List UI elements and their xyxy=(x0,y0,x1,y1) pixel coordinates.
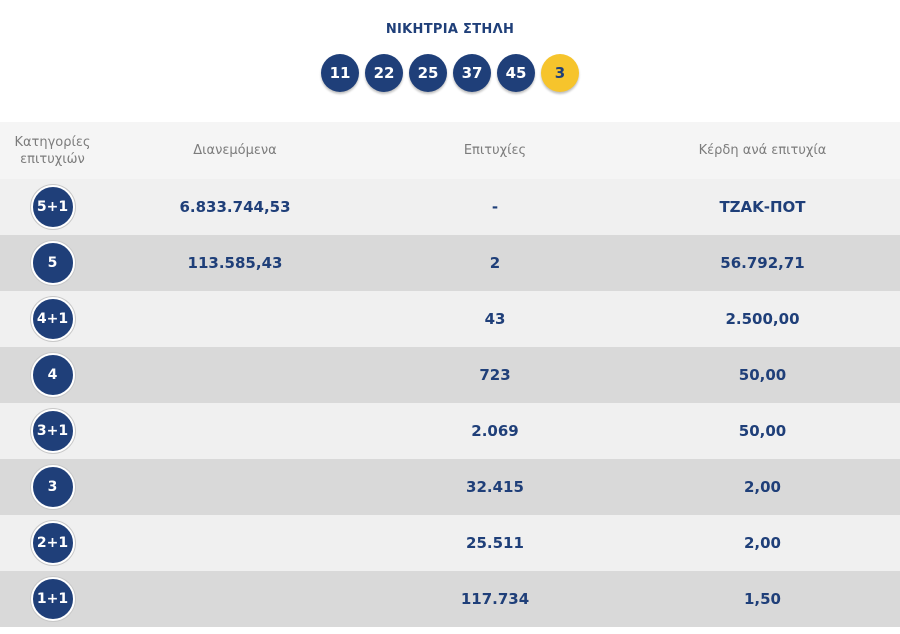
category-badge: 4+1 xyxy=(30,297,75,341)
number-ball: 25 xyxy=(409,54,447,92)
number-ball: 22 xyxy=(365,54,403,92)
table-row: 5 113.585,43 2 56.792,71 xyxy=(0,235,900,291)
category-badge: 5+1 xyxy=(30,185,75,229)
category-badge: 5 xyxy=(30,241,75,285)
winners-cell: 723 xyxy=(479,366,511,384)
category-badge: 1+1 xyxy=(30,577,75,621)
table-row: 5+1 6.833.744,53 - ΤΖΑΚ-ΠΟΤ xyxy=(0,179,900,235)
distributed-cell: 113.585,43 xyxy=(187,254,283,272)
number-ball: 45 xyxy=(497,54,535,92)
header-winners: Επιτυχίες xyxy=(463,143,527,158)
number-ball: 37 xyxy=(453,54,491,92)
table-row: 4+1 43 2.500,00 xyxy=(0,291,900,347)
prize-cell: 56.792,71 xyxy=(720,254,805,272)
winners-cell: 117.734 xyxy=(460,590,530,608)
table-header: Κατηγορίες επιτυχιών Διανεμόμενα Επιτυχί… xyxy=(0,122,900,179)
winners-cell: 43 xyxy=(484,310,506,328)
number-ball: 11 xyxy=(321,54,359,92)
joker-ball: 3 xyxy=(541,54,579,92)
table-row: 3+1 2.069 50,00 xyxy=(0,403,900,459)
prize-cell: 1,50 xyxy=(743,590,781,608)
winning-numbers: 11 22 25 37 45 3 xyxy=(0,54,900,92)
table-row: 2+1 25.511 2,00 xyxy=(0,515,900,571)
header-category-line2: επιτυχιών xyxy=(20,151,85,167)
distributed-cell: 6.833.744,53 xyxy=(179,198,291,216)
prize-cell: 2,00 xyxy=(743,534,781,552)
header-distributed: Διανεμόμενα xyxy=(193,143,277,158)
table-row: 3 32.415 2,00 xyxy=(0,459,900,515)
winners-cell: 2 xyxy=(489,254,501,272)
table-row: 4 723 50,00 xyxy=(0,347,900,403)
winners-cell: - xyxy=(491,198,499,216)
prize-cell: 50,00 xyxy=(738,366,787,384)
winners-cell: 2.069 xyxy=(471,422,519,440)
category-badge: 3+1 xyxy=(30,409,75,453)
prize-cell: 2,00 xyxy=(743,478,781,496)
winners-cell: 32.415 xyxy=(466,478,524,496)
table-row: 1+1 117.734 1,50 xyxy=(0,571,900,627)
category-badge: 4 xyxy=(30,353,75,397)
header-category-line1: Κατηγορίες xyxy=(14,134,91,150)
prize-cell: ΤΖΑΚ-ΠΟΤ xyxy=(719,198,806,216)
header-prize: Κέρδη ανά επιτυχία xyxy=(698,143,827,158)
results-table: Κατηγορίες επιτυχιών Διανεμόμενα Επιτυχί… xyxy=(0,122,900,627)
header-category: Κατηγορίες επιτυχιών xyxy=(0,134,105,168)
winning-column-title: ΝΙΚΗΤΡΙΑ ΣΤΗΛΗ xyxy=(385,22,515,37)
prize-cell: 2.500,00 xyxy=(725,310,800,328)
category-badge: 3 xyxy=(30,465,75,509)
category-badge: 2+1 xyxy=(30,521,75,565)
prize-cell: 50,00 xyxy=(738,422,787,440)
winners-cell: 25.511 xyxy=(466,534,524,552)
